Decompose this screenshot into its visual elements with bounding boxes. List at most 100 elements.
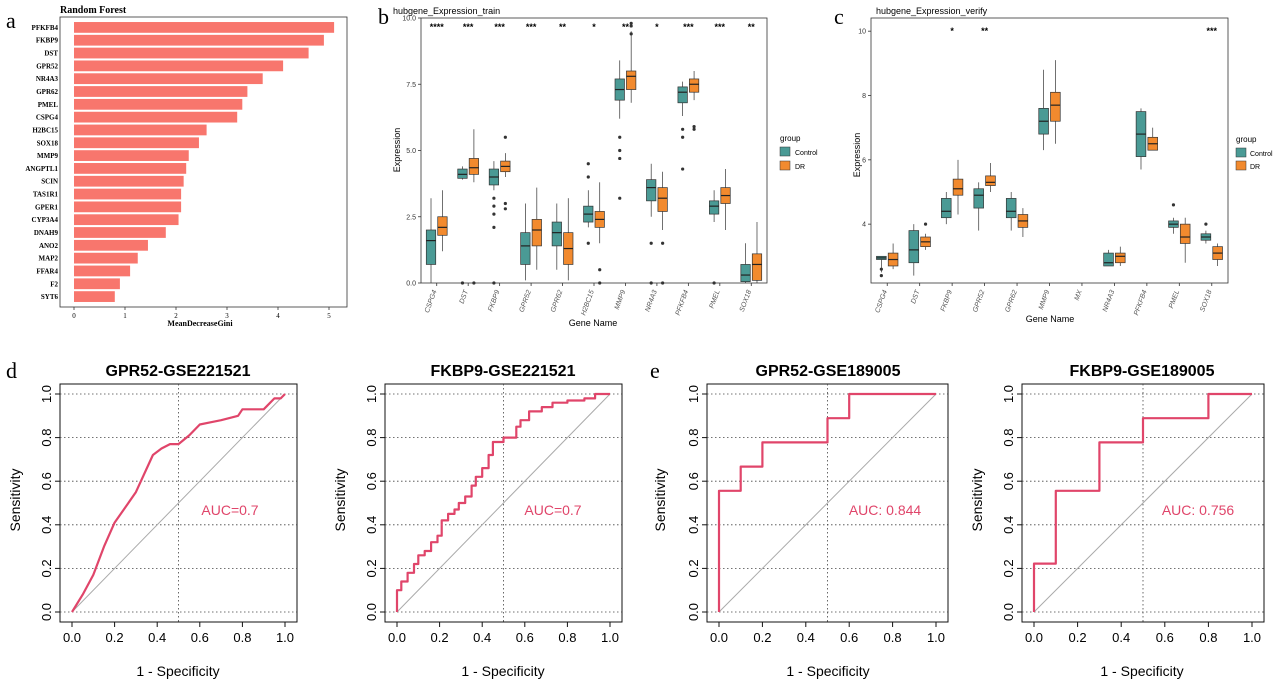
chart-c-xtick: GPR52 bbox=[972, 289, 986, 313]
chart-b-box bbox=[709, 200, 720, 215]
chart-a-bar bbox=[74, 73, 263, 85]
chart-a-ytick: GPR52 bbox=[36, 62, 58, 70]
chart-b-outlier bbox=[681, 135, 685, 139]
chart-d1-xtick: 0.4 bbox=[148, 630, 166, 645]
chart-e2-ytick: 0.6 bbox=[1001, 472, 1016, 490]
chart-c-significance: * bbox=[950, 26, 954, 36]
chart-b-outlier bbox=[492, 196, 496, 200]
chart-d2-xtick: 0.2 bbox=[431, 630, 449, 645]
chart-b-legend-dr: DR bbox=[795, 164, 805, 171]
chart-b-outlier bbox=[586, 162, 590, 166]
chart-e2-roc-curve bbox=[1032, 392, 1252, 612]
chart-b-outlier bbox=[492, 212, 496, 216]
chart-a-ytick: ANO2 bbox=[39, 242, 59, 250]
chart-d1-ytick: 0.0 bbox=[39, 603, 54, 621]
chart-b-outlier bbox=[661, 281, 665, 285]
chart-a-bar bbox=[74, 163, 187, 174]
chart-b-outlier bbox=[503, 201, 507, 206]
chart-c-box bbox=[908, 230, 920, 264]
chart-a-bar bbox=[74, 214, 179, 226]
chart-e2-ytick: 0.2 bbox=[1001, 559, 1016, 577]
chart-a-bar bbox=[74, 150, 189, 161]
chart-b-outlier bbox=[598, 268, 602, 272]
chart-b-box bbox=[740, 264, 751, 283]
chart-a-bar bbox=[74, 60, 284, 72]
chart-e2-xtick: 0.6 bbox=[1156, 630, 1174, 645]
chart-d2-xtick: 0.6 bbox=[516, 630, 534, 645]
chart-a-bar bbox=[74, 227, 166, 238]
chart-a-bar bbox=[74, 111, 238, 123]
chart-d2-diagonal bbox=[396, 393, 611, 613]
chart-a-bar bbox=[74, 188, 182, 200]
chart-c-box bbox=[1005, 198, 1017, 219]
chart-b-outlier bbox=[492, 225, 496, 229]
chart-a-ytick: DST bbox=[44, 50, 58, 58]
chart-a-bar bbox=[74, 265, 131, 277]
chart-a-bar bbox=[74, 252, 138, 264]
chart-a-ytick: CSPG4 bbox=[36, 114, 59, 122]
chart-a-ytick: FKBP9 bbox=[36, 37, 59, 45]
chart-b-outlier bbox=[586, 241, 590, 245]
chart-d2-ylabel: Sensitivity bbox=[332, 468, 348, 531]
chart-c-box bbox=[1179, 223, 1191, 244]
chart-e1-diagonal bbox=[718, 393, 937, 613]
chart-e1-xtick: 0.4 bbox=[797, 630, 815, 645]
chart-c-box bbox=[941, 198, 952, 219]
chart-a-xtick: 4 bbox=[276, 312, 280, 320]
chart-d2-xlabel: 1 - Specificity bbox=[461, 663, 544, 679]
chart-e2-xtick: 1.0 bbox=[1243, 630, 1261, 645]
chart-d1-ytick: 0.4 bbox=[39, 516, 54, 534]
chart-b-xtick: DST bbox=[459, 289, 471, 305]
chart-a-ytick: DNAH9 bbox=[34, 229, 59, 237]
chart-e1-roc-curve bbox=[717, 392, 936, 612]
chart-c-box bbox=[952, 178, 964, 196]
chart-a-xtick: 5 bbox=[327, 312, 331, 320]
chart-b-outlier bbox=[681, 167, 685, 171]
chart-d1-ylabel: Sensitivity bbox=[7, 468, 23, 531]
chart-a-xlabel: MeanDecreaseGini bbox=[167, 319, 233, 328]
chart-e1-xtick: 0.2 bbox=[753, 630, 771, 645]
chart-a-ytick: FFAR4 bbox=[36, 267, 58, 275]
chart-b-outlier bbox=[472, 281, 476, 285]
chart-c-box bbox=[1103, 252, 1114, 267]
chart-c-title: hubgene_Expression_verify bbox=[876, 6, 988, 16]
chart-e2-ytick: 1.0 bbox=[1001, 385, 1016, 403]
chart-b-outlier bbox=[681, 127, 685, 131]
chart-d1-roc-curve bbox=[71, 393, 286, 613]
chart-b-xtick: GPR52 bbox=[519, 289, 533, 313]
chart-e2-xtick: 0.4 bbox=[1112, 630, 1130, 645]
chart-e1-title: GPR52-GSE189005 bbox=[756, 363, 901, 380]
chart-c-ylabel: Expression bbox=[852, 133, 862, 178]
chart-e1-ytick: 0.0 bbox=[686, 603, 701, 621]
chart-b-outlier bbox=[649, 241, 653, 245]
chart-e1-roc: GPR52-GSE189005 0.0 0.2 0.4 0.6 0.8 1.0 0.0 0.2… bbox=[652, 363, 949, 679]
chart-c-box bbox=[1115, 252, 1126, 264]
chart-d2-ytick: 0.2 bbox=[364, 559, 379, 577]
panel-label-e: e bbox=[650, 358, 660, 383]
chart-b-xlabel: Gene Name bbox=[569, 318, 618, 328]
chart-b-box bbox=[657, 187, 668, 212]
chart-d2-roc: FKBP9-GSE221521 0.0 0.2 0.4 0.6 0.8 1.0 0.0 0.2… bbox=[332, 363, 623, 679]
chart-a-ytick: PFKFB4 bbox=[32, 24, 59, 32]
chart-c-legend-swatch-dr bbox=[1235, 160, 1247, 171]
chart-a-ytick: H2BC15 bbox=[32, 126, 58, 134]
chart-e2-auc: AUC: 0.756 bbox=[1162, 502, 1235, 518]
chart-d1-xlabel: 1 - Specificity bbox=[136, 663, 219, 679]
chart-a-ytick: MMP9 bbox=[37, 152, 58, 160]
chart-c-outlier bbox=[879, 274, 883, 278]
chart-d2-ytick: 1.0 bbox=[364, 385, 379, 403]
chart-b-box bbox=[689, 78, 700, 93]
panel-label-b: b bbox=[378, 4, 389, 29]
chart-d1-xtick: 0.0 bbox=[63, 630, 81, 645]
chart-d2-xtick: 0.0 bbox=[388, 630, 406, 645]
chart-a-bar bbox=[74, 22, 335, 33]
chart-a-ytick: GPR62 bbox=[36, 88, 58, 96]
chart-a-bar bbox=[74, 34, 324, 46]
chart-b-box bbox=[751, 253, 763, 281]
chart-b-xtick: GPR62 bbox=[550, 289, 564, 313]
chart-e1-ytick: 0.4 bbox=[686, 516, 701, 534]
panel-label-a: a bbox=[6, 8, 16, 33]
chart-a-ytick: TAS1R1 bbox=[33, 191, 59, 199]
chart-e1-xtick: 0.0 bbox=[710, 630, 728, 645]
